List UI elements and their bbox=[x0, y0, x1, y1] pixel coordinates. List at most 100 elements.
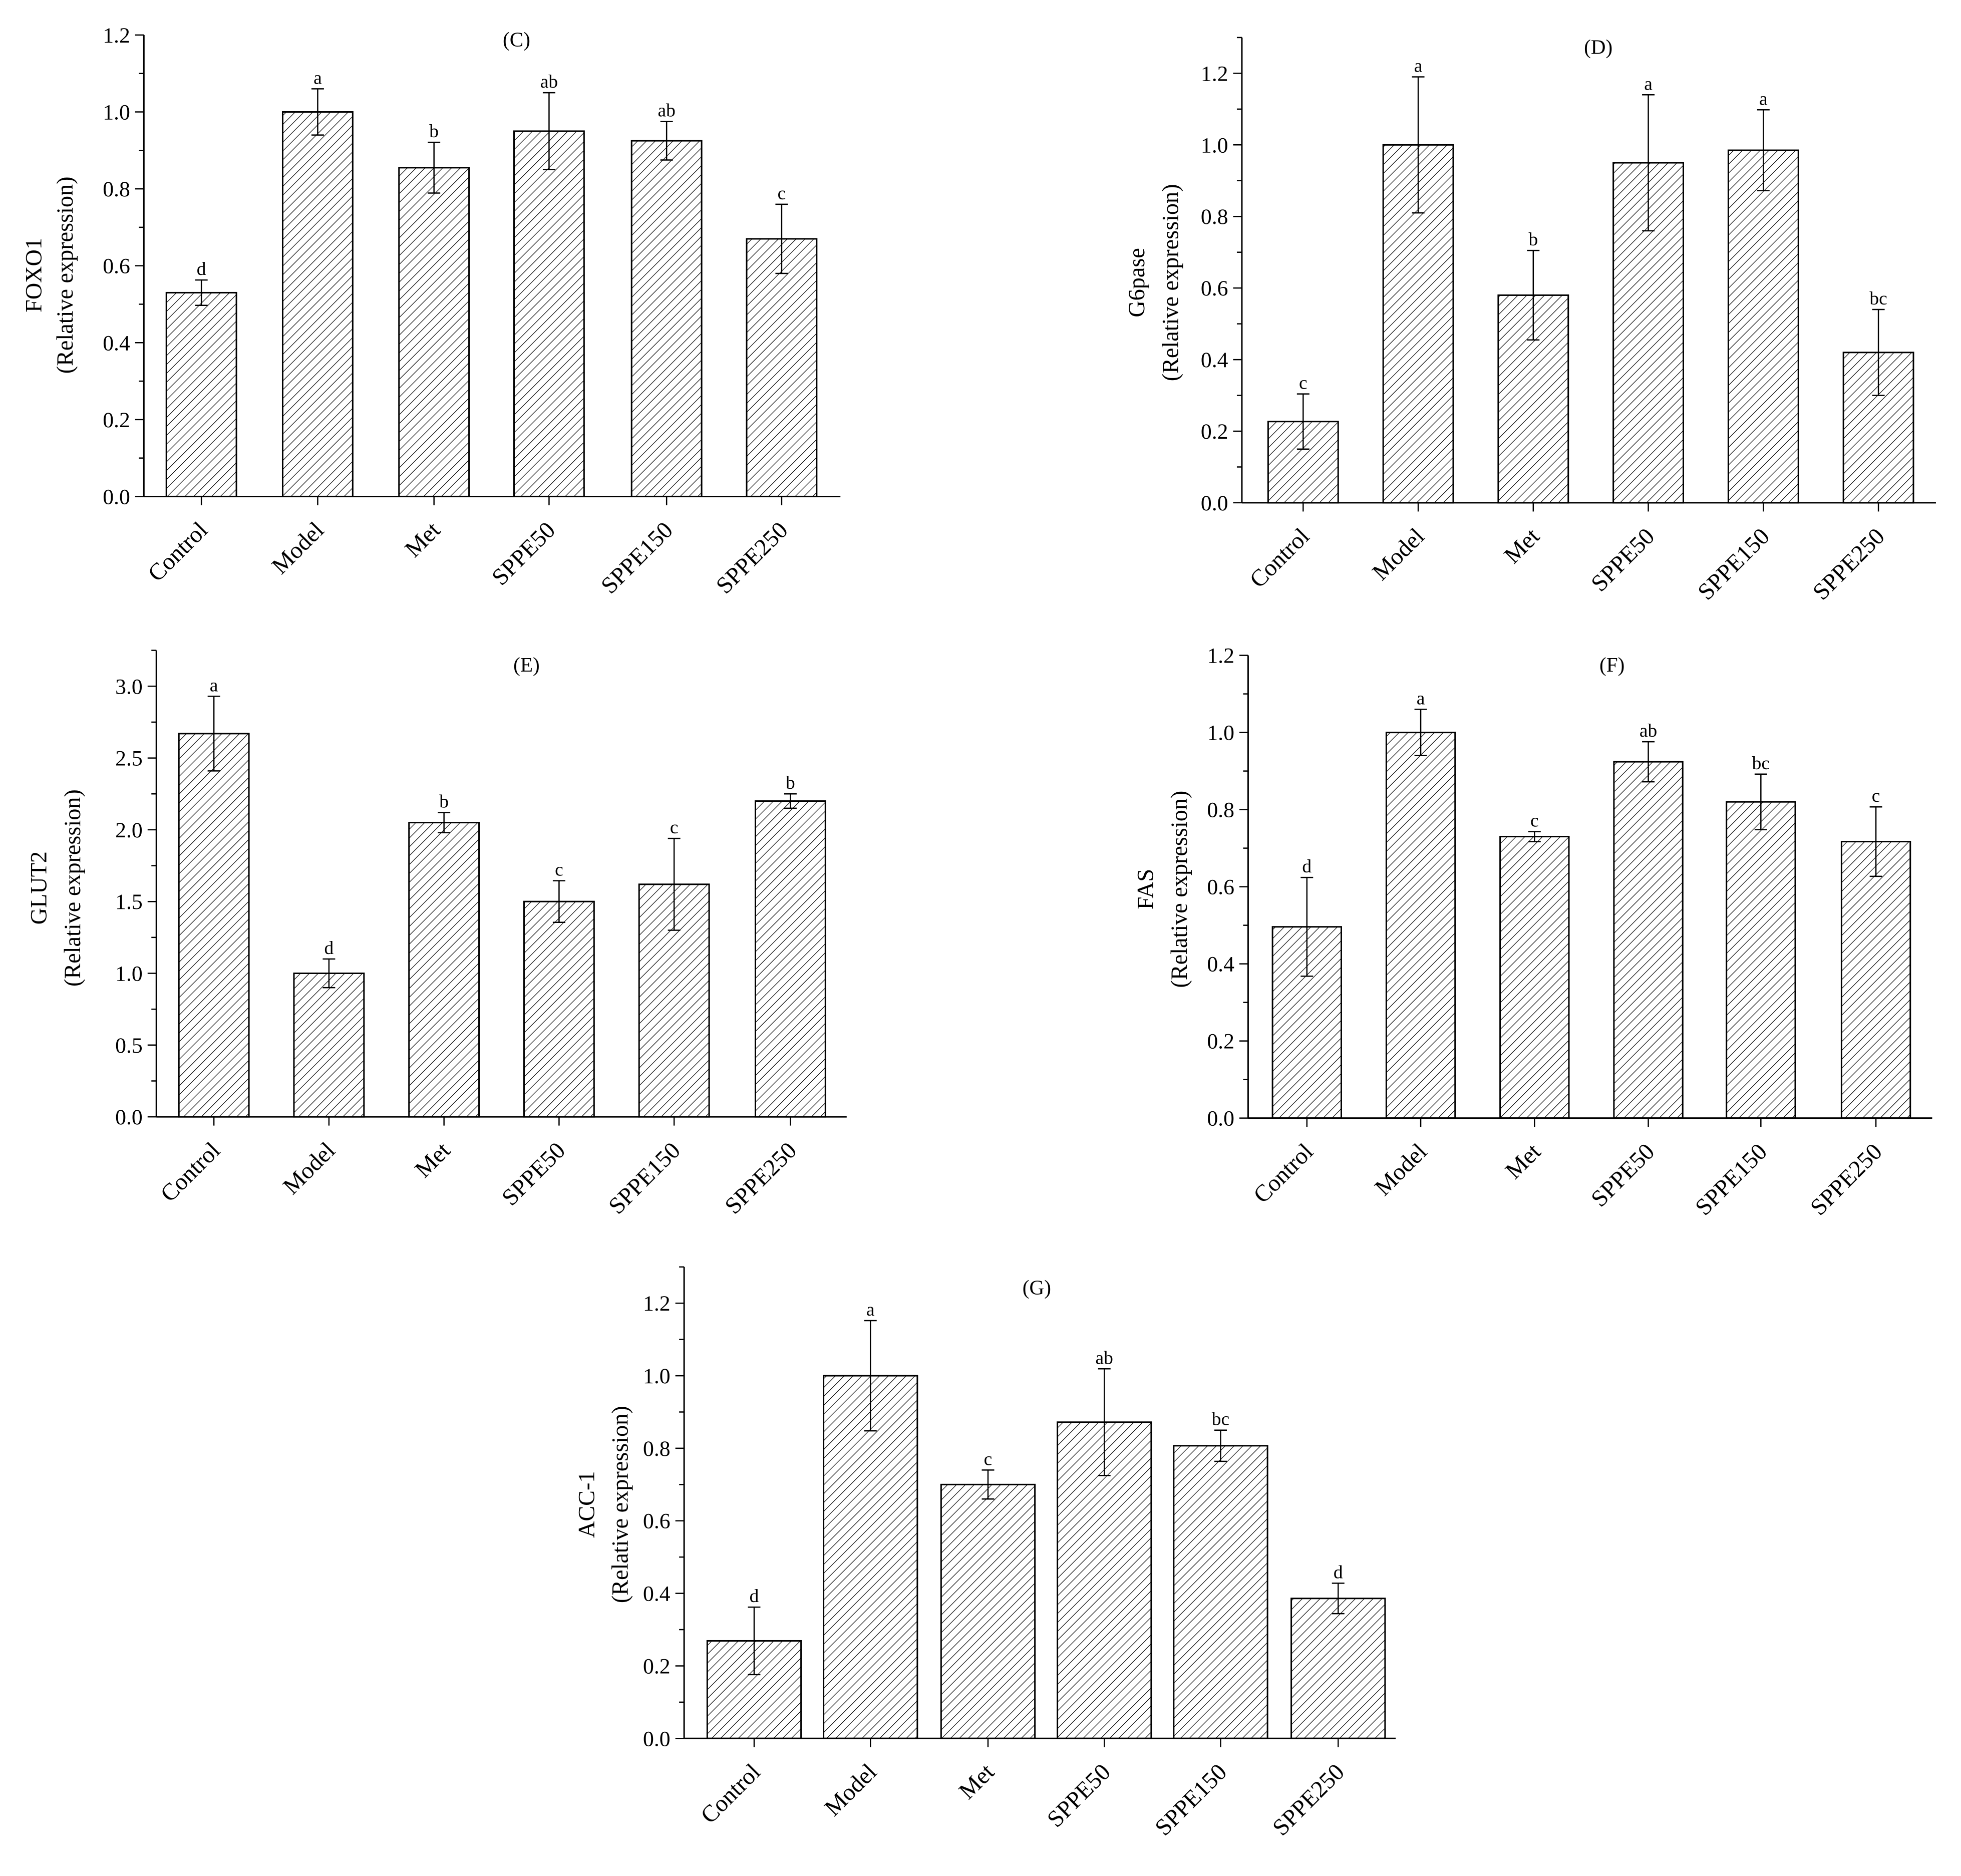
x-tick-label: Met bbox=[954, 1759, 1000, 1804]
panel-label: (C) bbox=[503, 28, 530, 51]
error-bar bbox=[1869, 806, 1882, 877]
bar bbox=[1613, 761, 1684, 1119]
significance-letter: a bbox=[313, 68, 322, 88]
y-tick-label: 0.6 bbox=[103, 254, 130, 278]
y-tick-label: 1.0 bbox=[1201, 133, 1228, 157]
error-bar bbox=[1527, 249, 1540, 341]
x-tick-label: Control bbox=[1248, 1139, 1318, 1208]
y-tick-label: 1.2 bbox=[103, 24, 130, 48]
y-axis-title: GLUT2 bbox=[26, 851, 51, 924]
y-axis-unit: (Relative expression) bbox=[1166, 791, 1192, 988]
y-tick-label: 1.2 bbox=[1207, 644, 1234, 668]
bar bbox=[1173, 1445, 1268, 1739]
x-tick-label: Met bbox=[1500, 1139, 1546, 1184]
x-tick-label: SPPE150 bbox=[1691, 1139, 1773, 1221]
y-axis-title: FAS bbox=[1133, 869, 1158, 909]
y-tick-label: 0.4 bbox=[1207, 953, 1234, 977]
error-bar bbox=[1098, 1368, 1111, 1476]
y-tick-label: 0.2 bbox=[103, 408, 130, 432]
error-bar bbox=[322, 958, 336, 989]
bar bbox=[1727, 149, 1799, 504]
y-tick-label: 0.2 bbox=[1201, 420, 1228, 444]
significance-letter: c bbox=[1530, 811, 1539, 831]
y-tick-label: 1.0 bbox=[103, 100, 130, 124]
chart-panel: c a b a a bc 0.0 0.2 0.4 0.6 0.8 1.0 1.2 Control Model… bbox=[1124, 35, 1936, 605]
chart-panel: d a c ab bc d 0.0 0.2 0.4 0.6 0.8 1.0 1.2 Control Mode… bbox=[573, 1266, 1396, 1841]
error-bar bbox=[542, 92, 555, 170]
y-axis-title: ACC-1 bbox=[573, 1471, 599, 1538]
y-tick-label: 1.2 bbox=[1201, 62, 1228, 86]
y-tick-label: 0.8 bbox=[643, 1437, 671, 1461]
y-axis-unit: (Relative expression) bbox=[52, 177, 78, 374]
x-tick-label: SPPE250 bbox=[1805, 1139, 1887, 1221]
y-tick-label: 0.2 bbox=[643, 1654, 671, 1678]
error-bar bbox=[1757, 109, 1770, 192]
x-tick-label: Control bbox=[1245, 523, 1315, 593]
x-tick-label: Model bbox=[267, 517, 329, 579]
y-tick-label: 0.4 bbox=[103, 331, 130, 355]
significance-letter: a bbox=[1644, 74, 1653, 94]
x-tick-label: Met bbox=[400, 517, 446, 562]
y-tick-label: 3.0 bbox=[115, 675, 143, 699]
y-tick-label: 0.0 bbox=[1201, 491, 1228, 515]
panel-label: (E) bbox=[513, 653, 540, 677]
y-tick-label: 1.0 bbox=[115, 962, 143, 986]
error-bar bbox=[1872, 308, 1885, 396]
error-bar bbox=[1642, 741, 1655, 783]
x-tick-label: SPPE250 bbox=[720, 1137, 802, 1219]
y-tick-label: 1.5 bbox=[115, 890, 143, 914]
bar bbox=[1290, 1598, 1386, 1739]
y-tick-label: 0.5 bbox=[115, 1034, 143, 1058]
x-tick-label: SPPE250 bbox=[1808, 523, 1890, 605]
error-bar bbox=[552, 880, 565, 923]
x-tick-label: SPPE150 bbox=[1693, 523, 1775, 605]
error-bar bbox=[864, 1320, 877, 1432]
chart-panel: a d b c c b 0.0 0.5 1.0 1.5 2.0 2.5 3.0 Control Model M… bbox=[26, 650, 847, 1219]
y-tick-label: 1.2 bbox=[643, 1292, 671, 1316]
error-bar bbox=[784, 793, 797, 809]
x-tick-label: SPPE50 bbox=[497, 1137, 570, 1211]
x-tick-label: Control bbox=[696, 1759, 765, 1828]
chart-panel: d a c ab bc c 0.0 0.2 0.4 0.6 0.8 1.0 1.2 Control Mode… bbox=[1133, 644, 1932, 1221]
panel-label: (D) bbox=[1584, 35, 1612, 59]
y-tick-label: 0.4 bbox=[1201, 348, 1228, 372]
significance-letter: b bbox=[429, 121, 439, 142]
significance-letter: c bbox=[555, 860, 563, 880]
bar bbox=[281, 111, 354, 497]
y-tick-label: 0.2 bbox=[1207, 1030, 1234, 1054]
bar bbox=[746, 238, 818, 497]
y-tick-label: 1.0 bbox=[643, 1364, 671, 1388]
x-tick-label: SPPE50 bbox=[1042, 1759, 1116, 1832]
significance-letter: c bbox=[778, 183, 786, 204]
x-tick-label: SPPE50 bbox=[487, 517, 560, 590]
y-tick-label: 0.6 bbox=[643, 1509, 671, 1533]
x-tick-label: Met bbox=[1499, 523, 1545, 569]
significance-letter: ab bbox=[1640, 721, 1657, 741]
error-bar bbox=[311, 88, 324, 136]
error-bar bbox=[775, 203, 788, 274]
significance-letter: d bbox=[197, 259, 206, 279]
error-bar bbox=[660, 121, 673, 161]
bar bbox=[1840, 841, 1911, 1119]
bar bbox=[398, 167, 470, 497]
error-bar bbox=[1332, 1583, 1345, 1615]
significance-letter: a bbox=[866, 1300, 875, 1320]
y-tick-label: 0.0 bbox=[1207, 1107, 1234, 1131]
bar bbox=[754, 800, 826, 1118]
y-tick-label: 0.8 bbox=[1201, 205, 1228, 229]
significance-letter: bc bbox=[1212, 1409, 1229, 1430]
error-bar bbox=[748, 1606, 761, 1676]
bar bbox=[513, 130, 585, 497]
error-bar bbox=[428, 141, 441, 194]
error-bar bbox=[1214, 1429, 1227, 1462]
y-tick-label: 0.8 bbox=[103, 177, 130, 201]
error-bar bbox=[1754, 773, 1767, 830]
significance-letter: ab bbox=[540, 72, 558, 92]
error-bar bbox=[195, 279, 208, 306]
bar bbox=[408, 822, 480, 1118]
x-tick-label: SPPE150 bbox=[1150, 1759, 1232, 1841]
panel-label: (F) bbox=[1599, 653, 1624, 677]
significance-letter: d bbox=[1302, 856, 1312, 877]
